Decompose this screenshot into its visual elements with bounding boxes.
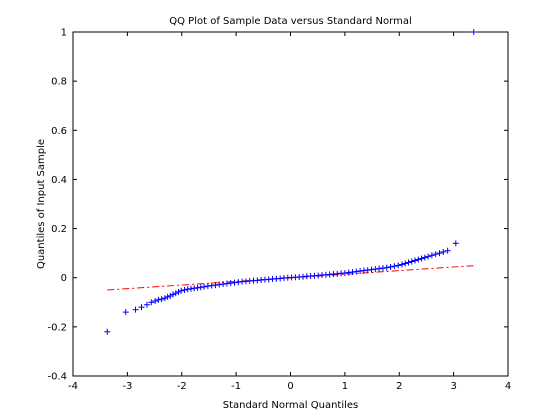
- x-axis: -4 -3 -2 -1 0 1 2 3 4: [68, 32, 511, 392]
- data-point: [387, 263, 394, 270]
- data-point: [138, 304, 145, 311]
- data-point: [161, 295, 168, 302]
- data-point: [164, 293, 171, 300]
- x-tick-label: -3: [122, 381, 132, 392]
- data-point: [152, 298, 159, 305]
- y-tick-label: 0: [61, 273, 67, 284]
- data-point: [391, 263, 398, 270]
- x-tick-label: -2: [177, 381, 187, 392]
- y-axis: -0.4 -0.2 0 0.2 0.4 0.6 0.8 1: [47, 28, 508, 383]
- data-point: [432, 251, 439, 258]
- y-tick-label: 1: [61, 28, 67, 39]
- plot-area: [72, 31, 509, 377]
- data-point: [470, 29, 477, 35]
- y-tick-label: -0.4: [47, 372, 67, 383]
- data-point: [444, 247, 451, 254]
- y-tick-label: 0.4: [51, 175, 67, 186]
- y-tick-label: -0.2: [47, 322, 67, 333]
- data-point: [175, 288, 182, 295]
- data-point: [201, 283, 208, 290]
- data-point: [428, 252, 435, 259]
- data-point: [155, 296, 162, 303]
- sample-points-layer: [104, 29, 477, 335]
- data-point: [167, 292, 174, 299]
- x-tick-label: 1: [342, 381, 348, 392]
- data-point: [132, 306, 139, 313]
- data-point: [398, 261, 405, 268]
- data-point: [178, 287, 185, 294]
- data-point: [408, 258, 415, 265]
- x-tick-label: 4: [505, 381, 511, 392]
- data-point: [104, 328, 111, 335]
- data-point: [143, 301, 150, 308]
- chart-title: QQ Plot of Sample Data versus Standard N…: [169, 16, 411, 27]
- y-tick-label: 0.8: [51, 77, 67, 88]
- y-tick-label: 0.6: [51, 126, 67, 137]
- y-axis-label: Quantiles of Input Sample: [36, 139, 47, 269]
- data-point: [148, 299, 155, 306]
- data-point: [170, 291, 177, 298]
- data-point: [418, 255, 425, 262]
- x-tick-label: 3: [450, 381, 456, 392]
- data-point: [440, 248, 447, 255]
- data-point: [395, 262, 402, 269]
- data-point: [412, 257, 419, 264]
- y-tick-label: 0.2: [51, 224, 67, 235]
- x-tick-label: 0: [287, 381, 293, 392]
- data-point: [405, 259, 412, 266]
- data-point: [122, 309, 129, 316]
- x-tick-label: -1: [231, 381, 241, 392]
- data-point: [402, 260, 409, 267]
- x-axis-label: Standard Normal Quantiles: [223, 400, 359, 411]
- x-tick-label: -4: [68, 381, 78, 392]
- data-point: [415, 256, 422, 263]
- data-point: [421, 254, 428, 261]
- data-point: [425, 253, 432, 260]
- data-point: [172, 290, 179, 297]
- data-point: [181, 287, 188, 293]
- data-point: [436, 250, 443, 257]
- data-point: [383, 264, 390, 271]
- data-point: [452, 240, 459, 247]
- x-tick-label: 2: [396, 381, 402, 392]
- data-point: [158, 296, 165, 303]
